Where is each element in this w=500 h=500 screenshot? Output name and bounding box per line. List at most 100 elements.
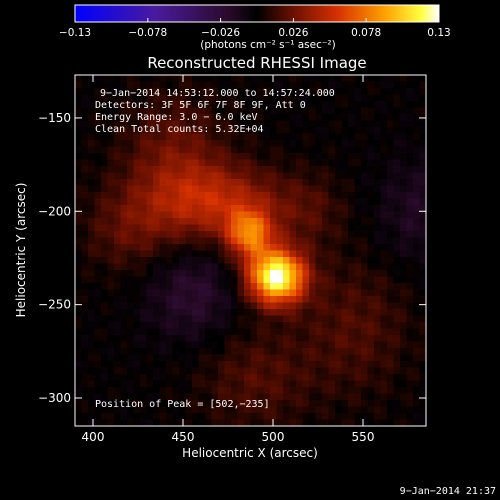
heatmap-cell	[354, 335, 362, 343]
heatmap-cell	[218, 387, 226, 395]
heatmap-cell	[387, 120, 395, 128]
heatmap-cell	[94, 231, 102, 239]
heatmap-cell	[361, 166, 369, 174]
heatmap-cell	[335, 387, 343, 395]
heatmap-cell	[302, 192, 310, 200]
heatmap-cell	[367, 322, 375, 330]
heatmap-cell	[192, 172, 200, 180]
heatmap-cell	[237, 328, 245, 336]
heatmap-cell	[127, 231, 135, 239]
heatmap-cell	[335, 120, 343, 128]
heatmap-cell	[120, 250, 128, 258]
heatmap-cell	[250, 185, 258, 193]
heatmap-cell	[302, 224, 310, 232]
heatmap-cell	[354, 315, 362, 323]
heatmap-cell	[341, 361, 349, 369]
heatmap-cell	[354, 185, 362, 193]
heatmap-cell	[114, 94, 122, 102]
heatmap-cell	[257, 413, 265, 421]
heatmap-cell	[81, 107, 89, 115]
heatmap-cell	[146, 250, 154, 258]
heatmap-cell	[159, 322, 167, 330]
heatmap-cell	[146, 133, 154, 141]
heatmap-cell	[322, 296, 330, 304]
heatmap-cell	[211, 88, 219, 96]
heatmap-cell	[341, 231, 349, 239]
heatmap-cell	[413, 140, 421, 148]
heatmap-cell	[263, 146, 271, 154]
heatmap-cell	[81, 172, 89, 180]
heatmap-cell	[81, 348, 89, 356]
heatmap-cell	[211, 94, 219, 102]
heatmap-cell	[133, 387, 141, 395]
heatmap-cell	[120, 244, 128, 252]
heatmap-cell	[75, 205, 83, 213]
heatmap-cell	[94, 127, 102, 135]
x-tick-label: 550	[352, 430, 375, 444]
heatmap-cell	[75, 400, 83, 408]
heatmap-cell	[322, 237, 330, 245]
heatmap-cell	[192, 153, 200, 161]
heatmap-cell	[133, 237, 141, 245]
heatmap-cell	[309, 413, 317, 421]
heatmap-cell	[354, 81, 362, 89]
heatmap-cell	[75, 192, 83, 200]
heatmap-cell	[81, 400, 89, 408]
heatmap-cell	[315, 322, 323, 330]
heatmap-cell	[328, 276, 336, 284]
heatmap-cell	[257, 101, 265, 109]
heatmap-cell	[400, 263, 408, 271]
chart-title: Reconstructed RHESSI Image	[147, 54, 366, 72]
heatmap-cell	[244, 146, 252, 154]
heatmap-cell	[192, 133, 200, 141]
heatmap-cell	[302, 81, 310, 89]
heatmap-cell	[302, 335, 310, 343]
heatmap-cell	[237, 419, 245, 426]
heatmap-cell	[146, 211, 154, 219]
heatmap-cell	[94, 393, 102, 401]
heatmap-cell	[127, 120, 135, 128]
heatmap-cell	[153, 341, 161, 349]
heatmap-cell	[146, 257, 154, 265]
heatmap-cell	[322, 283, 330, 291]
heatmap-cell	[309, 146, 317, 154]
heatmap-cell	[185, 159, 193, 167]
heatmap-cell	[406, 244, 414, 252]
heatmap-cell	[276, 94, 284, 102]
heatmap-cell	[250, 101, 258, 109]
heatmap-cell	[315, 361, 323, 369]
footer-timestamp: 9−Jan−2014 21:37	[400, 486, 496, 497]
heatmap-cell	[81, 133, 89, 141]
heatmap-cell	[348, 133, 356, 141]
heatmap-cell	[88, 387, 96, 395]
heatmap-cell	[400, 166, 408, 174]
heatmap-cell	[101, 179, 109, 187]
heatmap-cell	[354, 218, 362, 226]
heatmap-cell	[257, 361, 265, 369]
heatmap-cell	[101, 348, 109, 356]
heatmap-cell	[296, 101, 304, 109]
heatmap-cell	[400, 224, 408, 232]
heatmap-cell	[276, 120, 284, 128]
heatmap-cell	[224, 283, 232, 291]
heatmap-cell	[289, 133, 297, 141]
heatmap-cell	[244, 224, 252, 232]
heatmap-cell	[81, 367, 89, 375]
heatmap-cell	[270, 185, 278, 193]
heatmap-cell	[179, 296, 187, 304]
heatmap-cell	[101, 192, 109, 200]
heatmap-cell	[322, 413, 330, 421]
heatmap-cell	[309, 172, 317, 180]
heatmap-cell	[387, 374, 395, 382]
heatmap-cell	[101, 374, 109, 382]
heatmap-cell	[107, 400, 115, 408]
heatmap-cell	[185, 198, 193, 206]
heatmap-cell	[107, 88, 115, 96]
heatmap-cell	[250, 309, 258, 317]
heatmap-cell	[406, 114, 414, 122]
heatmap-cell	[159, 309, 167, 317]
heatmap-cell	[198, 224, 206, 232]
heatmap-cell	[257, 250, 265, 258]
heatmap-cell	[198, 205, 206, 213]
heatmap-cell	[153, 361, 161, 369]
